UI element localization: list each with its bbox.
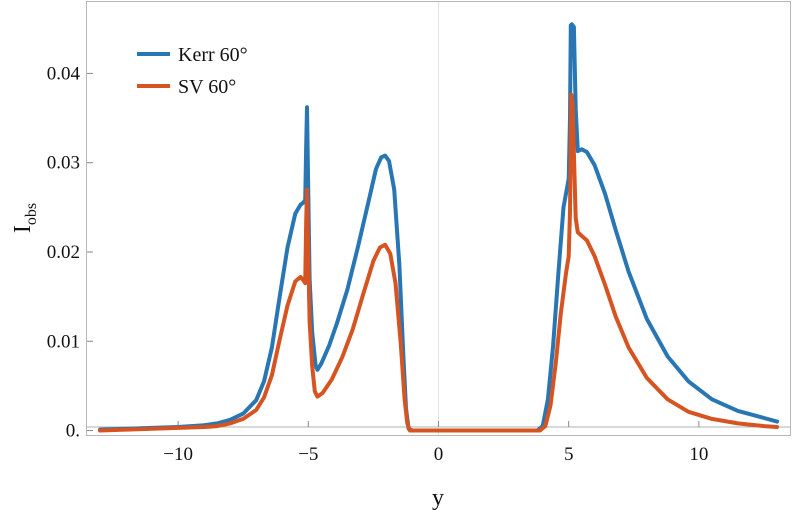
x-axis-label: y [432,485,444,510]
y-axis-label: Iobs [10,203,40,233]
x-tick-label: −5 [298,444,318,465]
tick-layer: −10 −5 0 5 10 0. 0.01 0.02 0.03 0.04 [47,63,709,465]
x-tick-label: 5 [564,444,574,465]
y-tick-label: 0.03 [47,153,80,174]
legend-label-sv: SV 60° [178,76,236,98]
legend-label-kerr: Kerr 60° [178,44,248,66]
x-tick-label: −10 [163,444,193,465]
series-line-kerr [98,22,779,433]
legend: Kerr 60° SV 60° [137,44,248,98]
y-axis-title: Iobs [10,203,40,233]
x-tick-label: 10 [689,444,708,465]
y-tick-label: 0.02 [47,242,80,263]
y-axis-label-main: I [10,225,36,233]
y-tick-label: 0. [66,421,80,442]
x-axis-title: y [432,485,444,510]
plot-frame [86,1,791,436]
x-tick-label: 0 [434,444,444,465]
series-layer [98,22,779,433]
y-tick-label: 0.04 [47,63,81,84]
series-line-sv [98,92,779,433]
y-tick-label: 0.01 [47,331,80,352]
y-axis-label-subscript: obs [23,203,40,225]
